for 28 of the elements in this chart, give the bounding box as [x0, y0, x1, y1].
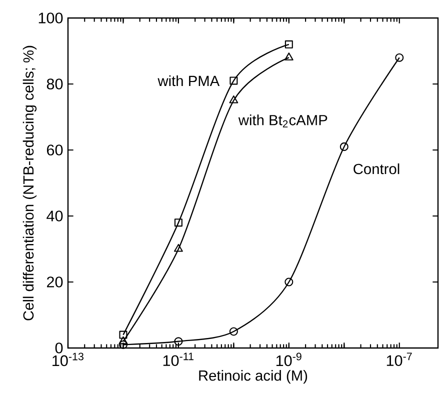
point — [119, 330, 128, 339]
point — [284, 278, 294, 286]
point — [284, 40, 293, 48]
point — [395, 53, 404, 62]
y-axis-title: Cell differentiation (NTB-reducing cells; %) — [22, 46, 37, 320]
y-tick-label: 20 — [47, 276, 63, 288]
point — [229, 327, 238, 336]
series-label: with PMA — [158, 75, 220, 86]
point — [284, 52, 294, 60]
point — [118, 340, 128, 349]
y-tick-label: 80 — [46, 78, 63, 90]
x-tick-label: 10$^{-13}$ — [52, 352, 84, 366]
x-tick-label: 10$^{-9}$ — [276, 352, 302, 366]
y-tick-label: 100 — [38, 12, 63, 24]
point — [174, 337, 183, 346]
y-tick-label: 60 — [47, 144, 63, 156]
series-label: with Bt$_{2}$cAMP — [238, 114, 328, 128]
point — [174, 218, 182, 227]
point — [230, 76, 238, 85]
x-tick-label: 10$^{-7}$ — [386, 352, 412, 366]
x-tick-label: 10$^{-11}$ — [163, 352, 194, 366]
y-tick-label: 0 — [55, 342, 63, 354]
series-label: Control — [354, 163, 400, 174]
x-axis-title: Retinoic acid (M) — [199, 370, 308, 384]
point — [340, 142, 348, 151]
point — [229, 95, 238, 104]
point — [174, 244, 183, 252]
y-tick-label: 40 — [46, 210, 63, 222]
